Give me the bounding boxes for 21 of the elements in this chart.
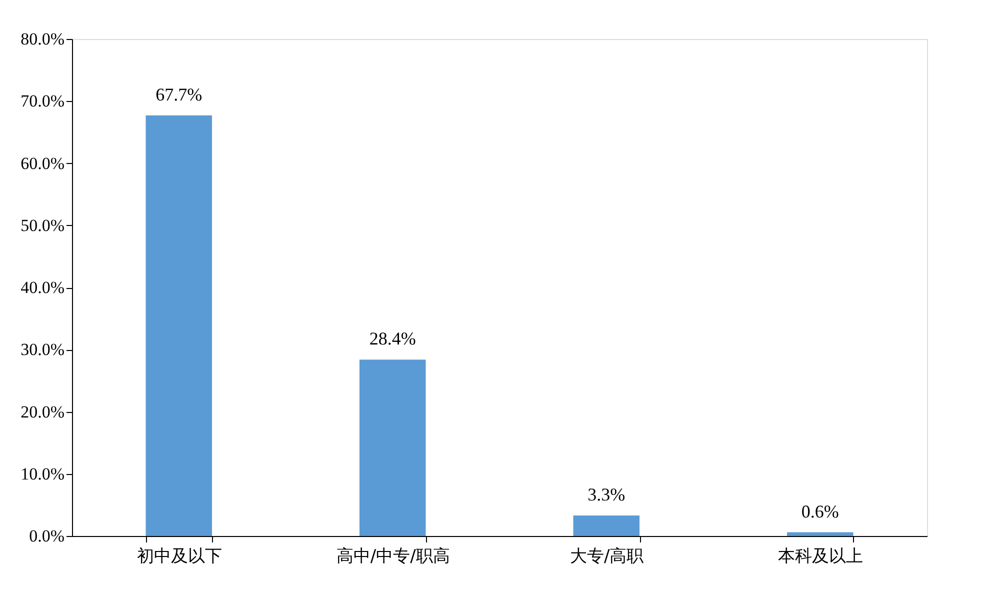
data-label: 3.3%: [588, 484, 626, 504]
y-tick-label: 0.0%: [29, 526, 64, 546]
x-tick-label: 初中及以下: [136, 546, 222, 566]
data-label: 28.4%: [369, 328, 416, 349]
y-tick-label: 50.0%: [20, 216, 64, 235]
y-tick-label: 10.0%: [20, 464, 64, 484]
x-tick-label: 高中/中专/职高: [336, 546, 450, 566]
bar: [786, 532, 854, 536]
x-tick-label: 大专/高职: [570, 546, 644, 566]
y-tick-label: 20.0%: [20, 402, 64, 422]
x-tick-label: 本科及以上: [778, 546, 864, 566]
y-tick-label: 60.0%: [20, 154, 64, 173]
bar: [146, 115, 212, 536]
bar: [573, 516, 640, 536]
y-tick-label: 70.0%: [20, 92, 64, 111]
data-label: 0.6%: [801, 501, 839, 522]
y-tick-label: 40.0%: [20, 278, 64, 297]
y-tick-label: 30.0%: [20, 340, 64, 360]
y-tick-label: 80.0%: [20, 30, 64, 48]
bar: [359, 360, 426, 536]
data-label: 67.7%: [156, 84, 202, 104]
